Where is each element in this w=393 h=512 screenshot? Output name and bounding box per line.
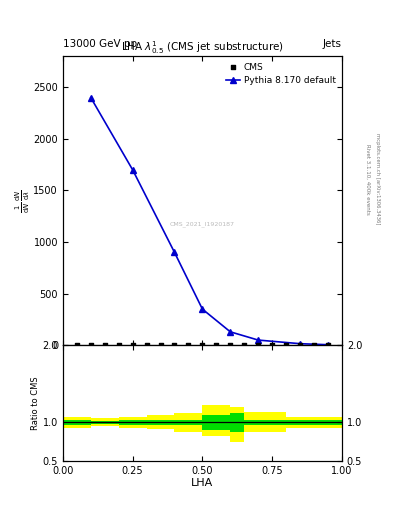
Line: Pythia 8.170 default: Pythia 8.170 default bbox=[87, 94, 331, 348]
Y-axis label: $\frac{1}{\mathrm{d}N}\,\frac{\mathrm{d}N}{\mathrm{d}\lambda}$: $\frac{1}{\mathrm{d}N}\,\frac{\mathrm{d}… bbox=[14, 189, 32, 212]
CMS bbox=[311, 341, 317, 349]
Pythia 8.170 default bbox=[298, 340, 303, 347]
CMS bbox=[255, 341, 261, 349]
CMS bbox=[227, 341, 233, 349]
CMS bbox=[88, 341, 94, 349]
CMS bbox=[130, 341, 136, 349]
CMS bbox=[297, 341, 303, 349]
Pythia 8.170 default bbox=[130, 167, 135, 173]
CMS bbox=[241, 341, 248, 349]
Title: LHA $\lambda^1_{0.5}$ (CMS jet substructure): LHA $\lambda^1_{0.5}$ (CMS jet substruct… bbox=[121, 39, 284, 56]
Text: Jets: Jets bbox=[323, 38, 342, 49]
CMS bbox=[116, 341, 122, 349]
Pythia 8.170 default bbox=[200, 306, 205, 312]
Pythia 8.170 default bbox=[326, 342, 331, 348]
Y-axis label: Ratio to CMS: Ratio to CMS bbox=[31, 376, 40, 430]
Legend: CMS, Pythia 8.170 default: CMS, Pythia 8.170 default bbox=[225, 61, 338, 87]
CMS bbox=[74, 341, 80, 349]
X-axis label: LHA: LHA bbox=[191, 478, 213, 488]
Pythia 8.170 default bbox=[88, 95, 93, 101]
CMS bbox=[269, 341, 275, 349]
CMS bbox=[143, 341, 150, 349]
Text: mcplots.cern.ch [arXiv:1306.3436]: mcplots.cern.ch [arXiv:1306.3436] bbox=[375, 134, 380, 225]
CMS bbox=[171, 341, 178, 349]
Text: 13000 GeV pp: 13000 GeV pp bbox=[63, 38, 137, 49]
CMS bbox=[283, 341, 289, 349]
CMS bbox=[199, 341, 206, 349]
Pythia 8.170 default bbox=[172, 249, 177, 255]
Pythia 8.170 default bbox=[228, 329, 233, 335]
Pythia 8.170 default bbox=[256, 337, 261, 343]
Text: CMS_2021_I1920187: CMS_2021_I1920187 bbox=[170, 221, 235, 227]
Text: Rivet 3.1.10, 400k events: Rivet 3.1.10, 400k events bbox=[365, 144, 370, 215]
CMS bbox=[101, 341, 108, 349]
CMS bbox=[157, 341, 164, 349]
CMS bbox=[325, 341, 331, 349]
CMS bbox=[185, 341, 192, 349]
CMS bbox=[213, 341, 220, 349]
